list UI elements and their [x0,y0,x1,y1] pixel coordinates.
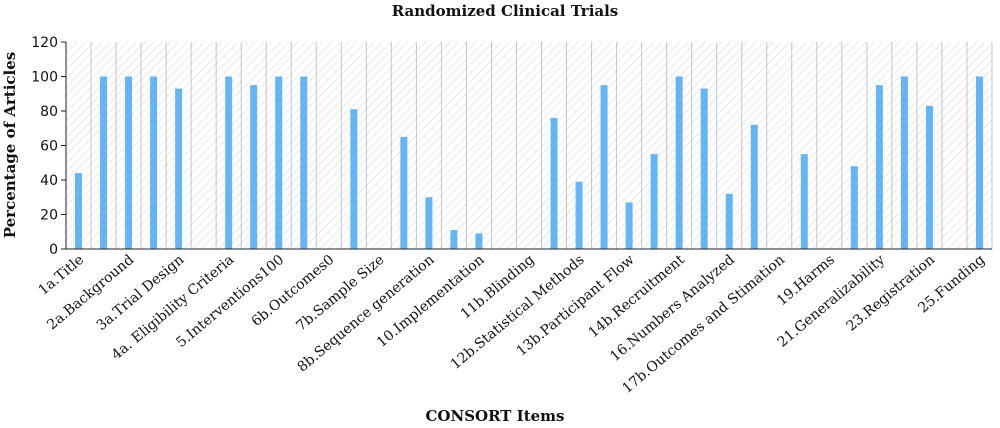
bar-1 [75,173,83,249]
chart-title: Randomized Clinical Trials [392,2,619,20]
bar-8 [250,85,258,250]
bar-35 [925,105,933,249]
x-tick-label: 2a.Background [44,252,137,334]
x-tick-label: 7b.Sample Size [293,252,387,335]
x-axis-title: CONSORT Items [425,407,564,425]
y-tick-label: 0 [49,242,58,258]
bar-4 [150,76,158,249]
y-tick-label: 40 [40,173,58,189]
category-bands [65,42,993,249]
bar-7 [225,76,233,249]
bar-16 [450,230,458,249]
bar-14 [400,136,408,250]
y-tick-label: 80 [40,104,58,120]
bar-32 [850,166,858,249]
bar-17 [475,233,483,249]
y-axis-title: Percentage of Articles [1,52,19,238]
bar-33 [875,85,883,250]
bar-10 [300,76,308,249]
bar-20 [550,117,558,250]
bar-24 [650,154,658,250]
y-tick-label: 120 [31,35,58,51]
plot-area [66,42,992,249]
y-tick-label: 60 [40,139,58,155]
y-axis: 0 20 40 60 80 100 120 [31,35,67,258]
bar-3 [125,76,133,249]
bar-28 [750,124,758,249]
x-tick-label: 3a.Trial Design [94,252,188,334]
y-tick-label: 20 [40,208,58,224]
bar-37 [975,76,983,249]
bar-15 [425,197,433,249]
y-tick-label: 100 [31,70,58,86]
bars [75,76,983,250]
bar-25 [675,76,683,249]
bar-22 [600,85,608,250]
bar-30 [800,154,808,250]
bar-27 [725,193,733,249]
bar-34 [900,76,908,249]
bar-23 [625,202,633,249]
bar-9 [275,76,283,249]
bar-12 [350,109,358,250]
bar-21 [575,181,583,249]
x-tick-label: 23.Registration [844,252,939,335]
bar-2 [100,76,108,249]
bar-5 [175,88,183,249]
bar-26 [700,88,708,249]
